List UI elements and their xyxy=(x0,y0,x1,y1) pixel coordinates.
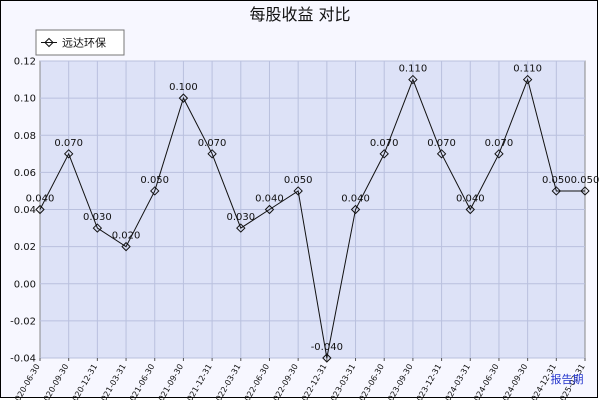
x-tick-label: 2022-06-30 xyxy=(240,363,271,400)
y-tick-label: 0.00 xyxy=(14,279,36,290)
legend-entry: 远达环保 xyxy=(62,36,106,50)
data-point xyxy=(207,149,217,159)
y-tick-label: 0.12 xyxy=(14,57,36,68)
data-label: 0.040 xyxy=(456,194,485,205)
x-tick-label: 2024-06-30 xyxy=(470,363,501,400)
data-label: 0.030 xyxy=(83,212,112,223)
data-point xyxy=(63,149,74,159)
series-line-group: 0.0400.0700.0300.0200.0500.1000.0700.030… xyxy=(26,64,600,363)
data-point xyxy=(264,204,275,215)
x-tick-label: 2021-03-31 xyxy=(97,363,128,400)
y-tick-label: 0.10 xyxy=(14,94,36,105)
data-point xyxy=(436,149,447,159)
x-tick-label: 2024-09-30 xyxy=(498,363,529,400)
data-point xyxy=(408,74,418,85)
x-axis-unit-label: 报告期 xyxy=(551,372,584,386)
y-tick-label: 0.02 xyxy=(14,242,36,253)
data-point xyxy=(522,74,533,85)
data-label: 0.030 xyxy=(226,212,255,223)
data-label: 0.070 xyxy=(485,138,514,149)
data-point xyxy=(465,204,475,215)
data-label: 0.070 xyxy=(198,138,227,149)
x-tick-label: 2021-12-31 xyxy=(183,363,214,400)
x-tick-label: 2021-09-30 xyxy=(154,363,185,400)
data-point xyxy=(236,223,246,233)
data-point xyxy=(92,223,103,233)
x-tick-label: 2021-06-30 xyxy=(125,363,156,400)
data-label: 0.070 xyxy=(370,138,399,149)
x-tick-label: 2022-03-31 xyxy=(211,363,242,400)
data-label: 0.050 xyxy=(140,175,169,186)
data-point xyxy=(121,241,131,252)
x-tick-label: 2020-06-30 xyxy=(11,363,42,400)
legend-marker-swatch xyxy=(44,37,54,48)
y-tick-label: 0.08 xyxy=(14,131,36,142)
chart-title: 每股收益 对比 xyxy=(249,5,350,24)
x-tick-label: 2022-09-30 xyxy=(269,363,300,400)
data-label: 0.100 xyxy=(169,82,198,93)
x-tick-label: 2020-12-31 xyxy=(68,363,99,400)
data-point xyxy=(580,186,590,196)
y-axis-ticks: 0.12 0.10 0.08 0.06 0.04 0.02 0.00 -0.02 -0.04 xyxy=(10,57,36,365)
data-label: 0.020 xyxy=(112,231,141,242)
data-point xyxy=(350,204,361,215)
data-label: 0.050 xyxy=(284,175,313,186)
x-tick-label: 2023-03-31 xyxy=(326,363,357,400)
grid-lines xyxy=(40,60,585,359)
legend: 远达环保 xyxy=(35,29,125,56)
data-label: 0.110 xyxy=(399,64,428,75)
x-axis-ticks: 2020-06-302020-09-302020-12-312021-03-31… xyxy=(11,358,587,400)
data-label: 0.040 xyxy=(341,194,370,205)
data-label: 0.040 xyxy=(255,194,284,205)
y-tick-label: 0.04 xyxy=(14,205,36,216)
data-label: 0.050 xyxy=(571,175,600,186)
y-tick-label: -0.04 xyxy=(10,354,36,365)
data-label: -0.040 xyxy=(311,342,343,353)
y-tick-label: 0.06 xyxy=(14,168,36,179)
data-point xyxy=(322,353,332,363)
data-label: 0.070 xyxy=(427,138,456,149)
data-point xyxy=(551,186,562,196)
data-point xyxy=(379,149,389,159)
data-point xyxy=(178,93,189,103)
y-tick-label: -0.02 xyxy=(10,316,36,327)
data-point xyxy=(35,204,45,215)
x-tick-label: 2020-09-30 xyxy=(39,363,70,400)
x-tick-label: 2023-09-30 xyxy=(384,363,415,400)
data-label: 0.110 xyxy=(513,64,542,75)
x-tick-label: 2023-06-30 xyxy=(355,363,386,400)
data-point xyxy=(494,149,504,159)
x-tick-label: 2024-03-31 xyxy=(441,363,472,400)
x-tick-label: 2022-12-31 xyxy=(298,363,329,400)
series-line xyxy=(39,77,585,359)
data-point xyxy=(293,186,303,196)
data-label: 0.040 xyxy=(26,194,55,205)
data-point xyxy=(150,186,160,196)
data-label: 0.070 xyxy=(54,138,83,149)
x-tick-label: 2023-12-31 xyxy=(412,363,443,400)
data-label: 0.050 xyxy=(542,175,571,186)
